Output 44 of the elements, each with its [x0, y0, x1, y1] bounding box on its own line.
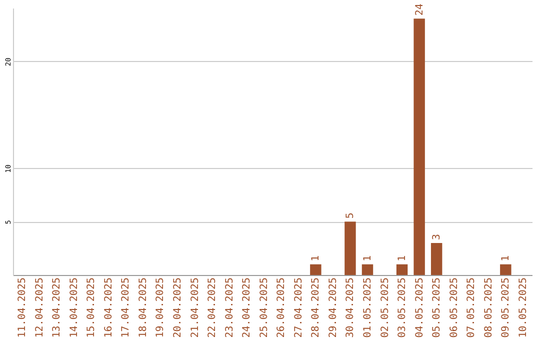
x-tick-label: 27.04.2025 — [293, 278, 304, 338]
x-tick-label: 18.04.2025 — [138, 278, 149, 338]
x-tick-label: 05.05.2025 — [432, 278, 443, 338]
x-tick-label: 11.04.2025 — [17, 278, 28, 338]
x-tick-label: 12.04.2025 — [34, 278, 46, 338]
x-tick-label: 15.04.2025 — [86, 278, 98, 338]
x-tick-label: 17.04.2025 — [120, 278, 132, 338]
x-tick-label: 28.04.2025 — [310, 278, 322, 338]
x-tick-label: 02.05.2025 — [380, 278, 391, 338]
x-tick-label: 25.04.2025 — [258, 278, 270, 338]
data-label: 1 — [310, 255, 322, 262]
bar — [396, 264, 408, 275]
x-tick-label: 03.05.2025 — [397, 278, 408, 338]
data-label: 1 — [362, 255, 374, 262]
x-tick-label: 16.04.2025 — [103, 278, 114, 338]
bar — [310, 264, 322, 275]
x-tick-label: 14.04.2025 — [68, 278, 80, 338]
data-label: 24 — [414, 4, 426, 16]
x-tick-label: 26.04.2025 — [276, 278, 288, 338]
bar — [500, 264, 512, 275]
x-tick-label: 01.05.2025 — [362, 278, 374, 338]
x-tick-label: 09.05.2025 — [500, 278, 512, 338]
x-tick-label: 29.04.2025 — [328, 278, 339, 338]
bar — [414, 18, 425, 275]
bar — [362, 264, 374, 275]
x-tick-label: 19.04.2025 — [155, 278, 166, 338]
x-tick-label: 13.04.2025 — [52, 278, 63, 338]
data-label: 1 — [500, 255, 512, 262]
x-tick-label: 04.05.2025 — [414, 278, 426, 338]
data-label: 1 — [397, 255, 408, 262]
x-tick-label: 10.05.2025 — [518, 278, 529, 338]
x-tick-label: 21.04.2025 — [190, 278, 201, 338]
bar — [344, 222, 356, 275]
x-tick-label: 24.04.2025 — [242, 278, 253, 338]
x-tick-label: 23.04.2025 — [224, 278, 236, 338]
x-tick-label: 07.05.2025 — [466, 278, 478, 338]
x-tick-label: 08.05.2025 — [483, 278, 494, 338]
data-label: 3 — [432, 234, 443, 240]
x-tick-label: 22.04.2025 — [207, 278, 218, 338]
x-tick-label: 06.05.2025 — [448, 278, 460, 338]
x-tick-label: 30.04.2025 — [345, 278, 356, 338]
bar — [430, 242, 442, 275]
data-label: 5 — [345, 212, 356, 219]
x-tick-label: 20.04.2025 — [172, 278, 184, 338]
